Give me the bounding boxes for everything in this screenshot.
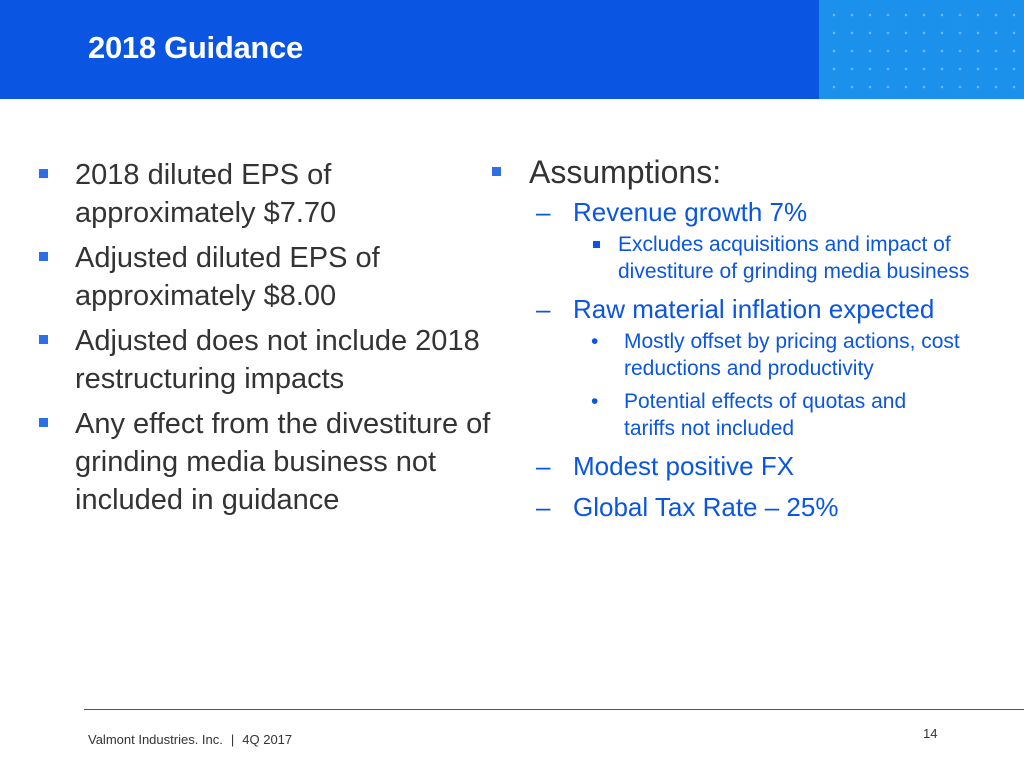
- bullet-text: Adjusted diluted EPS of approximately $8…: [75, 242, 380, 312]
- footer-text: Valmont Industries. Inc. | 4Q 2017: [88, 732, 292, 747]
- company-name: Valmont Industries. Inc.: [88, 732, 223, 747]
- square-bullet-icon: [492, 167, 501, 176]
- assumption-item: – Raw material inflation expected: [490, 293, 1024, 326]
- title-bar: 2018 Guidance: [0, 0, 1024, 99]
- assumptions-list: Assumptions: – Revenue growth 7% Exclude…: [490, 152, 1024, 524]
- bullet-text: 2018 diluted EPS of approximately $7.70: [75, 159, 337, 229]
- dot-pattern-decoration: [819, 0, 1024, 99]
- bullet-text: Any effect from the divestiture of grind…: [75, 408, 491, 516]
- footer-divider: [84, 709, 1024, 710]
- square-bullet-icon: [39, 335, 48, 344]
- slide-title: 2018 Guidance: [88, 30, 303, 65]
- assumption-subtext: Mostly offset by pricing actions, cost r…: [624, 330, 960, 380]
- page-number: 14: [923, 726, 938, 741]
- assumption-subitem: Excludes acquisitions and impact of dive…: [490, 231, 998, 285]
- assumption-item: – Revenue growth 7%: [490, 196, 1024, 229]
- assumption-subtext: Potential effects of quotas and tariffs …: [624, 390, 907, 440]
- square-bullet-icon: [39, 418, 48, 427]
- dash-bullet-icon: –: [536, 451, 551, 481]
- assumption-text: Modest positive FX: [573, 451, 795, 481]
- bullet-item: Adjusted diluted EPS of approximately $8…: [38, 239, 405, 315]
- assumption-subitem: • Mostly offset by pricing actions, cost…: [490, 328, 964, 382]
- square-bullet-icon: [39, 169, 48, 178]
- assumption-text: Global Tax Rate – 25%: [573, 492, 839, 522]
- square-bullet-icon: [593, 241, 600, 248]
- assumption-text: Raw material inflation expected: [573, 294, 935, 324]
- bullet-item: Any effect from the divestiture of grind…: [38, 405, 545, 519]
- square-bullet-icon: [39, 252, 48, 261]
- assumption-item: – Modest positive FX: [490, 450, 1024, 483]
- guidance-bullet-list: 2018 diluted EPS of approximately $7.70 …: [38, 156, 508, 526]
- period-label: 4Q 2017: [242, 732, 293, 747]
- assumptions-heading-text: Assumptions:: [529, 154, 722, 190]
- dash-bullet-icon: –: [536, 294, 551, 324]
- assumptions-heading: Assumptions:: [490, 152, 1024, 192]
- dot-bullet-icon: •: [591, 330, 599, 353]
- dash-bullet-icon: –: [536, 197, 551, 227]
- assumption-text: Revenue growth 7%: [573, 197, 808, 227]
- bullet-text: Adjusted does not include 2018 restructu…: [75, 325, 480, 395]
- dot-bullet-icon: •: [591, 390, 599, 413]
- footer-separator: |: [230, 732, 235, 747]
- assumption-subitem: • Potential effects of quotas and tariff…: [490, 388, 954, 442]
- assumption-item: – Global Tax Rate – 25%: [490, 491, 1024, 524]
- assumption-subtext: Excludes acquisitions and impact of dive…: [618, 233, 970, 283]
- bullet-item: 2018 diluted EPS of approximately $7.70: [38, 156, 365, 232]
- bullet-item: Adjusted does not include 2018 restructu…: [38, 322, 485, 398]
- dash-bullet-icon: –: [536, 492, 551, 522]
